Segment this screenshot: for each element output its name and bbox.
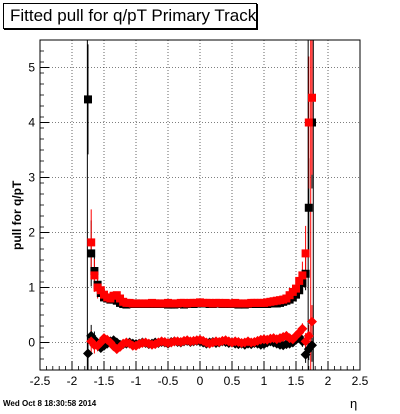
y-tick-label: 5	[28, 61, 35, 75]
x-tick-label: -1	[131, 374, 142, 388]
x-tick-label: -0.5	[158, 374, 179, 388]
chart-title: Fitted pull for q/pT Primary Tracks	[3, 3, 257, 29]
x-tick-label: -1.5	[94, 374, 115, 388]
x-tick-label: -2	[67, 374, 78, 388]
diamond-marker	[307, 316, 317, 327]
diamond-marker	[297, 323, 308, 334]
square-marker	[304, 118, 313, 127]
square-marker	[295, 276, 304, 285]
x-axis-label: η	[350, 396, 358, 411]
square-marker	[298, 271, 307, 280]
y-axis-label: pull for q/pT	[10, 180, 24, 250]
x-tick-label: 0.5	[224, 374, 241, 388]
data-markers	[83, 93, 317, 360]
y-tick-label: 0	[28, 336, 35, 350]
square-marker	[304, 203, 313, 212]
x-tick-label: 0	[197, 374, 204, 388]
y-tick-label: 3	[28, 171, 35, 185]
x-tick-label: -2.5	[30, 374, 51, 388]
square-marker	[292, 284, 300, 293]
error-bars	[86, 40, 314, 370]
x-tick-label: 1	[261, 374, 268, 388]
x-tick-label: 1.5	[288, 374, 305, 388]
x-tick-label: 2	[325, 374, 332, 388]
square-marker	[90, 267, 99, 275]
grid-lines	[40, 40, 360, 370]
axis-ticks	[39, 39, 361, 371]
y-tick-label: 2	[28, 226, 35, 240]
square-marker	[87, 238, 96, 247]
square-marker	[96, 286, 105, 295]
y-tick-label: 4	[28, 116, 35, 130]
square-marker	[90, 271, 99, 280]
x-tick-label: 2.5	[352, 374, 369, 388]
tick-labels: -2.5 -2 -1.5 -1 -0.5 0 0.5 1 1.5 2 2.5 0 1 2 3 4 5	[28, 61, 368, 389]
square-marker	[87, 249, 96, 258]
square-marker	[84, 95, 92, 104]
diamond-marker	[307, 340, 317, 351]
square-marker	[308, 93, 316, 102]
y-tick-label: 1	[28, 281, 35, 295]
timestamp: Wed Oct 8 18:30:58 2014	[3, 399, 97, 408]
diamond-marker	[303, 330, 314, 341]
diamond-marker	[83, 348, 93, 359]
square-marker	[301, 249, 310, 258]
